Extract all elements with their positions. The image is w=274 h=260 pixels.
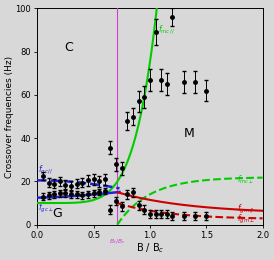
Y-axis label: Crossover frequencies (Hz): Crossover frequencies (Hz): [5, 55, 14, 178]
Text: M: M: [184, 127, 195, 140]
Text: $f_{gm\perp}$: $f_{gm\perp}$: [237, 213, 255, 226]
Text: $f_{gc\perp}$: $f_{gc\perp}$: [38, 202, 54, 215]
Text: $f_{mc\perp}$: $f_{mc\perp}$: [237, 173, 255, 186]
X-axis label: B / B$_c$: B / B$_c$: [136, 241, 164, 255]
Text: G: G: [53, 207, 62, 220]
Text: $f_{gc\,\mathit{//}}$: $f_{gc\,\mathit{//}}$: [38, 164, 54, 177]
Text: $f_{mc\,\mathit{//}}$: $f_{mc\,\mathit{//}}$: [158, 24, 175, 36]
Text: C: C: [64, 41, 73, 54]
Text: $f_{gm\,\mathit{//}}$: $f_{gm\,\mathit{//}}$: [237, 203, 255, 216]
Text: $B_t/B_c$: $B_t/B_c$: [109, 238, 126, 246]
